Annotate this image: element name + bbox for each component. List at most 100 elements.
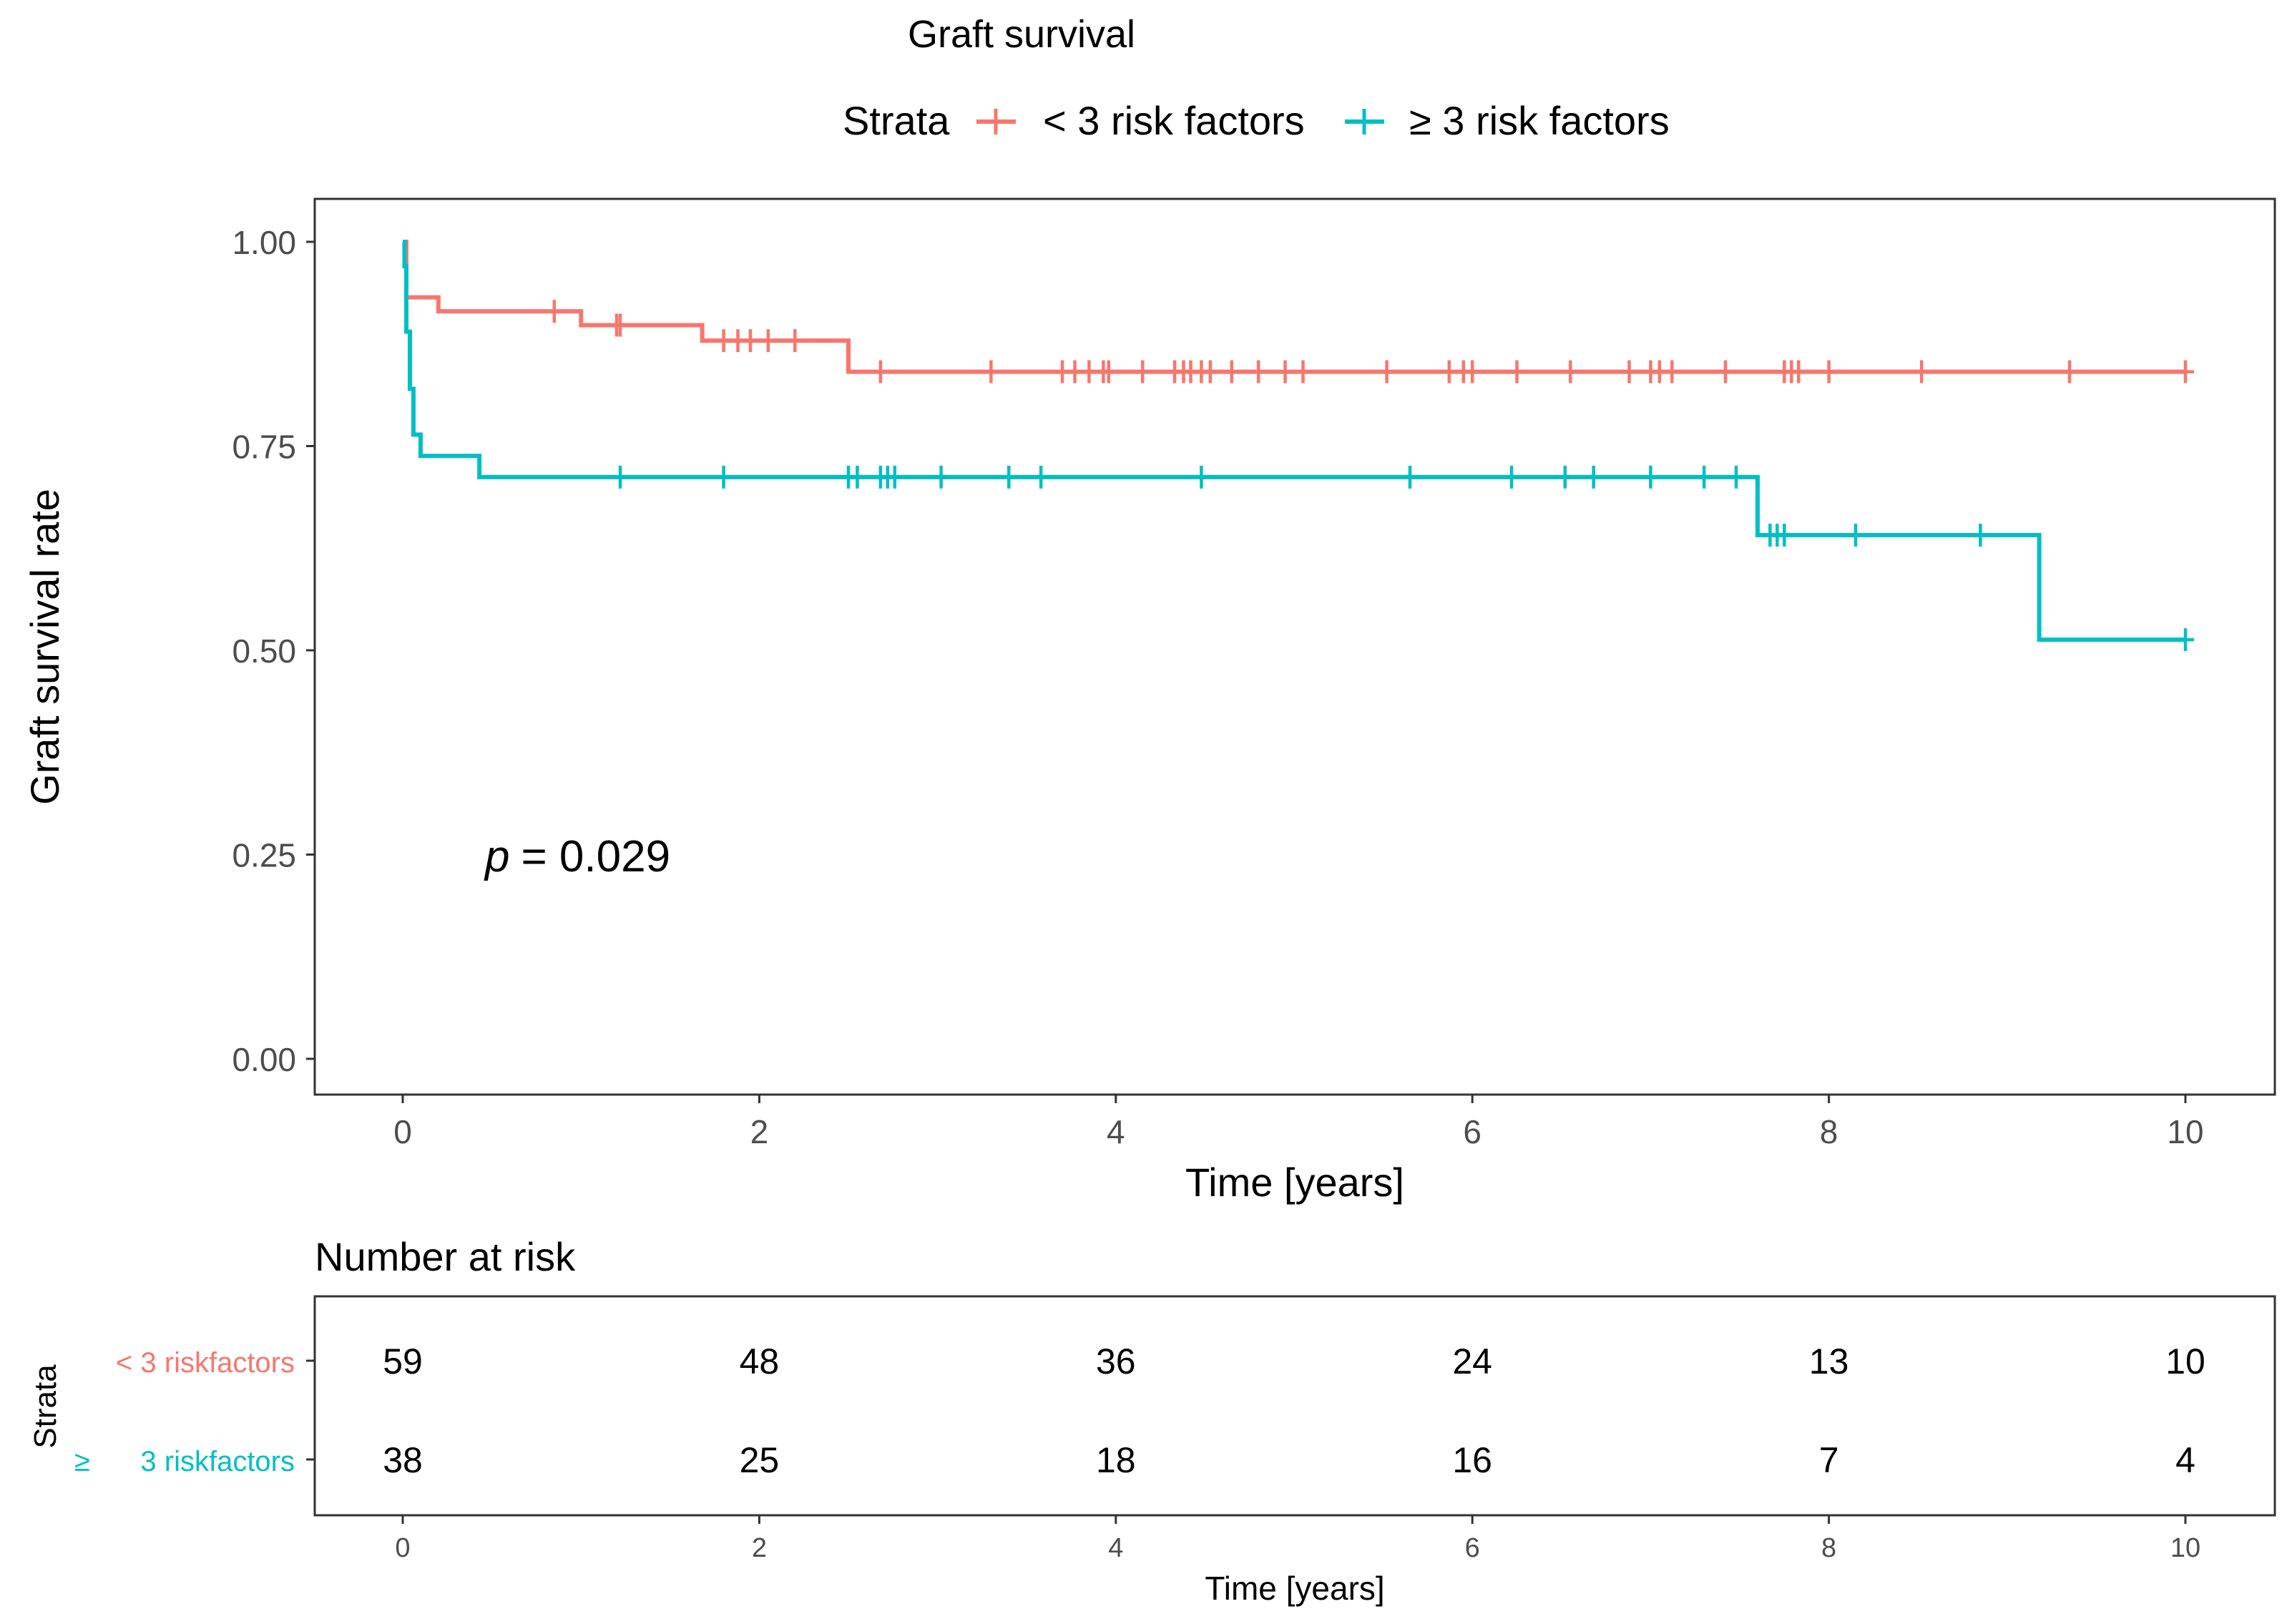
censor-mark-s1-29 [1508,360,1526,383]
risk-count-r2-0: 38 [383,1440,423,1480]
x-tick-label-1: 2 [750,1113,769,1150]
censor-mark-s2-1 [715,465,733,489]
p-value: = 0.029 [521,832,670,881]
censor-mark-s2-16 [1695,465,1713,489]
censor-mark-s2-14 [1585,465,1602,489]
legend-title: Strata [843,98,950,143]
plot-panel [313,197,2276,1096]
censor-mark-s2-8 [1000,465,1018,489]
y-axis: 0.00 0.25 0.50 0.75 1.00 [232,224,315,1078]
x-tick-label-4: 8 [1820,1113,1838,1150]
risk-count-r2-3: 16 [1452,1440,1492,1480]
legend-key-series-1 [976,109,1016,134]
legend-label-series-2: ≥ 3 risk factors [1409,98,1670,143]
risk-table-x-axis: 0 2 4 6 8 10 [395,1515,2200,1563]
censor-mark-s2-23 [2177,628,2194,652]
censor-mark-s1-20 [1201,360,1219,383]
x-tick-label-2: 4 [1107,1113,1125,1150]
risk-row-label-1: < 3 riskfactors [116,1347,295,1379]
censor-mark-s1-41 [2061,360,2079,383]
censor-mark-s2-7 [932,465,950,489]
risk-table-title: Number at risk [315,1234,576,1279]
risk-count-r1-4: 13 [1809,1341,1849,1381]
chart-title: Graft survival [908,13,1135,56]
risk-x-tick-label-5: 10 [2170,1533,2200,1563]
censor-mark-s1-28 [1464,360,1482,383]
censor-mark-s2-13 [1556,465,1574,489]
y-tick-label-4: 1.00 [232,224,296,261]
censor-mark-s2-20 [1776,523,1793,547]
censor-mark-s1-5 [741,329,759,353]
risk-table-panel [313,1295,2276,1517]
censor-mark-s1-23 [1276,360,1294,383]
censor-mark-s1-24 [1294,360,1312,383]
risk-count-r2-2: 18 [1096,1440,1136,1480]
censor-mark-s1-31 [1620,360,1638,383]
censor-mark-s1-14 [1100,360,1117,383]
censor-mark-s1-15 [1134,360,1152,383]
x-axis: 0 2 4 6 8 10 [393,1095,2204,1150]
p-value-annotation: p = 0.029 [484,832,670,881]
censor-mark-s2-15 [1642,465,1660,489]
x-axis-label: Time [years] [1185,1160,1404,1205]
censor-mark-s1-7 [786,329,804,353]
censor-mark-s2-10 [1192,465,1210,489]
risk-count-r1-5: 10 [2165,1341,2205,1381]
x-tick-label-5: 10 [2167,1113,2203,1150]
censor-mark-s1-8 [871,360,889,383]
legend: Strata < 3 risk factors ≥ 3 risk factors [843,98,1670,143]
censor-mark-s1-22 [1250,360,1268,383]
y-axis-label: Graft survival rate [22,489,67,805]
censor-mark-s1-2 [612,313,630,337]
censor-mark-s1-21 [1223,360,1240,383]
risk-count-r1-2: 36 [1096,1341,1136,1381]
survival-curves [402,240,2194,652]
censor-mark-s1-40 [1913,360,1931,383]
censor-mark-s2-22 [1972,523,1989,547]
legend-key-series-2 [1345,109,1384,134]
series-line-2 [402,240,2185,642]
risk-table-y-label: Strata [28,1364,63,1449]
censor-mark-s1-0 [545,300,563,323]
risk-x-tick-label-4: 8 [1821,1533,1836,1563]
x-tick-label-0: 0 [393,1113,412,1150]
censor-mark-s1-42 [2177,360,2194,383]
censor-mark-s1-30 [1562,360,1580,383]
risk-count-r2-5: 4 [2175,1440,2195,1480]
censor-mark-s2-21 [1846,523,1864,547]
censor-mark-s2-17 [1728,465,1745,489]
series-line-1 [403,240,2185,374]
censor-mark-s2-9 [1032,465,1050,489]
censor-mark-s1-39 [1820,360,1838,383]
censor-mark-s1-35 [1717,360,1735,383]
censor-mark-s2-11 [1401,465,1419,489]
censor-mark-s1-38 [1790,360,1808,383]
censor-mark-s2-12 [1503,465,1521,489]
risk-x-tick-label-3: 6 [1465,1533,1480,1563]
legend-label-series-1: < 3 risk factors [1043,98,1305,143]
risk-count-r2-4: 7 [1819,1440,1839,1480]
censor-mark-s1-25 [1378,360,1396,383]
risk-x-tick-label-2: 4 [1108,1533,1123,1563]
risk-count-r2-1: 25 [740,1440,780,1480]
risk-row-label-prefix-2: ≥ [74,1446,90,1477]
censor-mark-s2-6 [886,465,903,489]
risk-count-r1-0: 59 [383,1341,423,1381]
y-tick-label-2: 0.50 [232,632,296,670]
y-tick-label-1: 0.25 [232,837,296,874]
risk-table-x-label: Time [years] [1205,1570,1384,1607]
censor-mark-s2-3 [848,465,866,489]
risk-x-tick-label-1: 2 [752,1533,767,1563]
risk-row-label-2: 3 riskfactors [140,1446,295,1477]
y-tick-label-3: 0.75 [232,429,296,466]
censor-mark-s1-34 [1663,360,1681,383]
risk-x-tick-label-0: 0 [395,1533,410,1563]
censor-mark-s2-0 [612,465,630,489]
censor-mark-s1-9 [982,360,1000,383]
risk-count-r1-3: 24 [1452,1341,1492,1381]
x-tick-label-3: 6 [1463,1113,1482,1150]
censor-mark-s1-6 [759,329,777,353]
risk-table: < 3 riskfactors 59 48 36 24 13 10 ≥ 3 riskfactor… [74,1341,2205,1480]
risk-count-r1-1: 48 [740,1341,780,1381]
